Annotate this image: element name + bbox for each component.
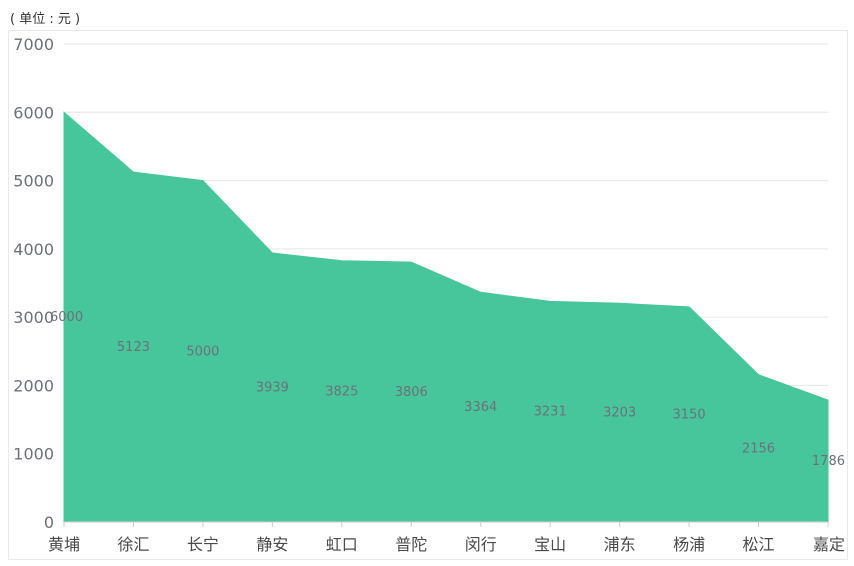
y-tick-label: 4000	[13, 240, 54, 259]
data-label: 5123	[117, 340, 150, 355]
y-tick-label: 3000	[13, 308, 54, 327]
data-label: 3364	[464, 400, 497, 415]
x-tick-label: 浦东	[604, 535, 636, 554]
chart-frame	[8, 30, 848, 560]
x-tick-label: 闵行	[465, 535, 497, 554]
data-label: 2156	[742, 441, 775, 456]
x-tick-label: 嘉定	[813, 535, 845, 554]
unit-label: ( 单位 : 元 )	[10, 12, 81, 27]
y-tick-label: 0	[44, 513, 54, 532]
y-tick-label: 5000	[13, 172, 54, 191]
y-tick-label: 1000	[13, 445, 54, 464]
data-label: 1786	[812, 454, 845, 469]
data-label: 6000	[50, 310, 83, 325]
data-label: 3150	[673, 407, 706, 422]
area-series	[63, 111, 829, 523]
data-label: 3939	[256, 381, 289, 396]
y-tick-label: 6000	[13, 103, 54, 122]
x-tick-label: 黄埔	[48, 535, 80, 554]
data-label: 3203	[603, 406, 636, 421]
x-tick-label: 杨浦	[673, 535, 705, 554]
x-tick-label: 静安	[256, 535, 288, 554]
x-tick-label: 徐汇	[117, 535, 149, 554]
y-tick-label: 7000	[13, 35, 54, 54]
x-tick-label: 松江	[743, 535, 775, 554]
data-label: 3231	[534, 405, 567, 420]
x-tick-label: 长宁	[187, 535, 219, 554]
x-tick-label: 宝山	[534, 535, 566, 554]
data-label: 5000	[186, 344, 219, 359]
data-label: 3806	[395, 385, 428, 400]
x-tick-label: 虹口	[326, 535, 358, 554]
x-tick-label: 普陀	[395, 535, 427, 554]
data-label: 3825	[325, 384, 358, 399]
y-tick-label: 2000	[13, 376, 54, 395]
